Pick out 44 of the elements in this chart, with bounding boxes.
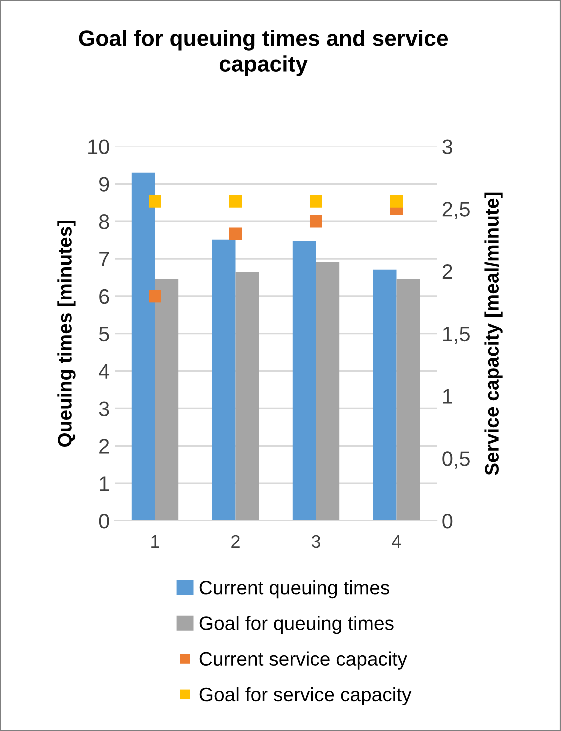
y-tick-label: 10 <box>88 140 110 154</box>
x-tick-label: 3 <box>312 535 320 548</box>
bar <box>292 241 316 521</box>
y-tick-label: 2 <box>100 439 110 454</box>
point <box>230 228 242 240</box>
legend-label: Goal for queuing times <box>200 616 394 634</box>
x-tick-label: 4 <box>392 536 402 548</box>
chart-title: Goal for queuing times and service capacity <box>79 30 448 76</box>
legend-label: Current service capacity <box>200 652 408 670</box>
bar <box>132 172 156 521</box>
bar <box>155 279 179 521</box>
x-tick-label: 2 <box>232 535 240 548</box>
y2-tick-label: 2,5 <box>442 202 470 220</box>
y2-tick-label: 0 <box>442 514 453 529</box>
y2-tick-label: 2 <box>442 264 452 280</box>
y2-tick-label: 1,5 <box>443 327 470 344</box>
y-axis-title: Queuing times [minutes] <box>58 220 76 448</box>
y-tick-label: 1 <box>100 476 110 492</box>
point <box>149 195 162 208</box>
y-tick-label: 0 <box>99 514 110 529</box>
y2-axis-title: Service capacity [meal/minute] <box>484 192 503 476</box>
point <box>390 195 403 208</box>
legend-label: Current queuing times <box>200 580 390 599</box>
y-tick-label: 4 <box>99 364 110 379</box>
y-tick-label: 5 <box>99 327 110 342</box>
point <box>310 195 322 208</box>
y-tick-label: 3 <box>99 402 110 416</box>
point <box>230 195 242 208</box>
bar <box>316 262 340 521</box>
legend-label: Goal for service capacity <box>200 687 412 706</box>
y2-tick-label: 1 <box>443 389 452 404</box>
point <box>149 290 162 303</box>
y-tick-label: 9 <box>100 177 110 192</box>
y-tick-label: 7 <box>100 252 110 267</box>
x-tick-label: 1 <box>152 536 160 548</box>
point <box>310 215 322 228</box>
y-tick-label: 8 <box>99 214 110 230</box>
bar <box>236 272 260 521</box>
y2-tick-label: 3 <box>442 140 453 154</box>
y2-tick-label: 0,5 <box>442 452 470 469</box>
y-tick-label: 6 <box>100 289 110 304</box>
bar <box>373 270 397 521</box>
bar <box>396 279 420 521</box>
bar <box>212 240 236 521</box>
